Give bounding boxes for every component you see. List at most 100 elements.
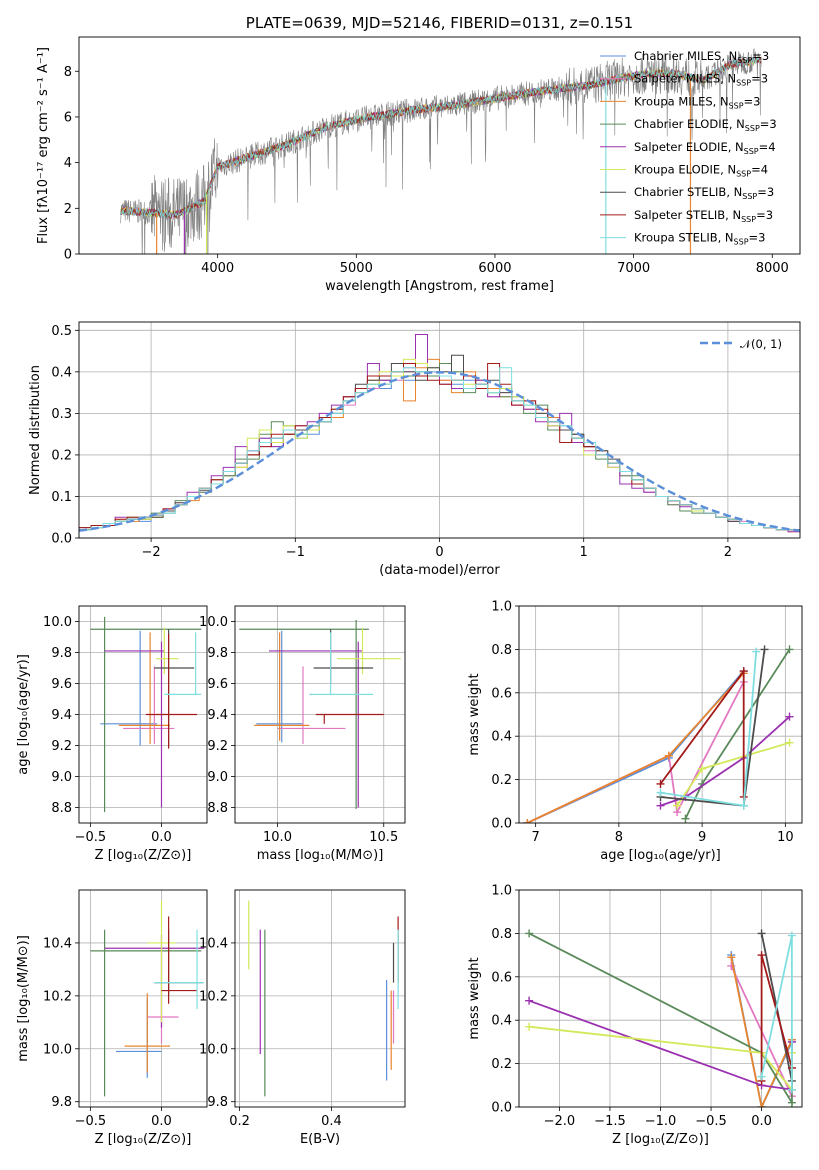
weight-marker: [525, 929, 534, 938]
x-tick-label: −2.0: [544, 1114, 576, 1129]
y-tick-label: 0.0: [51, 532, 72, 547]
axes-frame: [78, 605, 208, 824]
x-tick-label: 10: [777, 830, 794, 845]
x-axis-label: E(B-V): [300, 1132, 340, 1147]
x-axis-label: mass [log₁₀(M/M⊙)]: [257, 848, 384, 863]
model-spectrum-line: [120, 56, 762, 218]
y-tick-label: 0.2: [491, 773, 512, 788]
errorbar-plot-area: [248, 900, 399, 1097]
x-tick-label: 0.4: [321, 1114, 342, 1129]
errorbar-plot-area: [90, 616, 202, 813]
weight-series-line: [676, 741, 790, 807]
x-axis-label: Z [log₁₀(Z/Z⊙)]: [612, 1132, 709, 1147]
legend-entry: Chabrier ELODIE, NSSP=3: [634, 117, 777, 133]
x-tick-label: 1: [580, 545, 588, 560]
weight-marker: [739, 801, 748, 810]
y-tick-label: 0.6: [491, 686, 512, 701]
legend-entry: Salpeter ELODIE, NSSP=4: [634, 140, 776, 156]
y-tick-label: 10.2: [43, 989, 72, 1004]
y-tick-label: 9.8: [207, 1095, 228, 1110]
x-tick-label: 9: [698, 830, 706, 845]
spectrum-title: PLATE=0639, MJD=52146, FIBERID=0131, z=0…: [246, 14, 633, 32]
y-tick-label: 2: [64, 202, 72, 217]
weight-marker: [664, 751, 673, 760]
axes-frame: [234, 605, 406, 824]
y-tick-label: 0.5: [51, 324, 72, 339]
legend-entry: Chabrier STELIB, NSSP=3: [634, 185, 774, 201]
weight-marker: [673, 801, 682, 810]
y-tick-label: 0.2: [51, 448, 72, 463]
x-tick-label: 0.0: [151, 1114, 172, 1129]
x-tick-label: −2: [142, 545, 161, 560]
legend-entry: Kroupa STELIB, NSSP=3: [634, 231, 765, 247]
legend-entry: 𝒩(0, 1): [740, 337, 782, 351]
x-axis-label: wavelength [Angstrom, rest frame]: [325, 279, 554, 294]
y-tick-label: 10.2: [199, 989, 228, 1004]
y-tick-label: 10.0: [199, 1042, 228, 1057]
weight-marker: [785, 738, 794, 747]
y-tick-label: 10.0: [43, 615, 72, 630]
weight-series-line: [730, 957, 793, 1107]
axes-frame: [78, 36, 801, 255]
weight-series-line: [684, 648, 791, 820]
y-tick-label: 9.0: [207, 770, 228, 785]
weight-marker: [656, 788, 665, 797]
y-tick-label: 0.4: [491, 1014, 512, 1029]
legend-entry: Chabrier MILES, NSSP=3: [634, 49, 769, 65]
y-tick-label: 9.2: [207, 739, 228, 754]
x-tick-label: −1: [286, 545, 305, 560]
x-tick-label: 0.0: [151, 830, 172, 845]
weight-marker: [787, 931, 796, 940]
axes-frame: [78, 321, 801, 539]
x-tick-label: −0.5: [695, 1114, 727, 1129]
residual-plot-area: [79, 334, 800, 538]
x-axis-label: Z [log₁₀(Z/Z⊙)]: [95, 848, 192, 863]
axes-frame: [518, 605, 803, 824]
weight-marker: [757, 1103, 766, 1107]
y-tick-label: 9.6: [207, 677, 228, 692]
x-tick-label: 10.0: [263, 830, 292, 845]
axes-frame: [234, 889, 406, 1108]
weight-marker: [757, 951, 766, 960]
y-tick-label: 9.6: [51, 677, 72, 692]
weight-marker: [525, 1022, 534, 1031]
y-tick-label: 8.8: [207, 801, 228, 816]
weight-marker: [787, 1085, 796, 1094]
errorbar-plot-area: [90, 900, 205, 1097]
y-tick-label: 0.6: [491, 970, 512, 985]
y-axis-label: age [log₁₀(age/yr)]: [16, 654, 31, 775]
y-tick-label: 9.2: [51, 739, 72, 754]
x-tick-label: 8000: [756, 261, 789, 276]
legend-entry: Kroupa ELODIE, NSSP=4: [634, 163, 768, 179]
y-tick-label: 1.0: [491, 600, 512, 615]
weight-marker: [727, 953, 736, 962]
y-axis-label: Flux [fλ10⁻¹⁷ erg cm⁻² s⁻¹ A⁻¹]: [36, 47, 51, 244]
y-tick-label: 9.4: [51, 708, 72, 723]
y-tick-label: 0.8: [491, 643, 512, 658]
y-axis-label: Normed distribution: [28, 365, 43, 495]
y-tick-label: 9.0: [51, 770, 72, 785]
weight-marker: [787, 1098, 796, 1107]
x-axis-label: age [log₁₀(age/yr)]: [600, 848, 721, 863]
y-tick-label: 0.0: [491, 817, 512, 832]
y-tick-label: 10.4: [43, 936, 72, 951]
x-tick-label: 7000: [617, 261, 650, 276]
y-tick-label: 0.0: [491, 1101, 512, 1116]
weight-marker: [785, 645, 794, 654]
y-tick-label: 9.8: [51, 646, 72, 661]
x-tick-label: 10.5: [369, 830, 398, 845]
x-tick-label: 8: [615, 830, 623, 845]
y-tick-label: 4: [64, 156, 72, 171]
y-tick-label: 8.8: [51, 801, 72, 816]
weight-series-line: [660, 716, 791, 807]
y-tick-label: 6: [64, 110, 72, 125]
weight-marker: [656, 779, 665, 788]
histogram-series: [79, 367, 800, 538]
weight-marker: [681, 814, 690, 823]
x-tick-label: 2: [724, 545, 732, 560]
x-tick-label: 0.0: [751, 1114, 772, 1129]
weight-series-line: [660, 649, 766, 807]
spectrum-plot-area: [120, 47, 762, 254]
gaussian-curve: [79, 371, 800, 532]
